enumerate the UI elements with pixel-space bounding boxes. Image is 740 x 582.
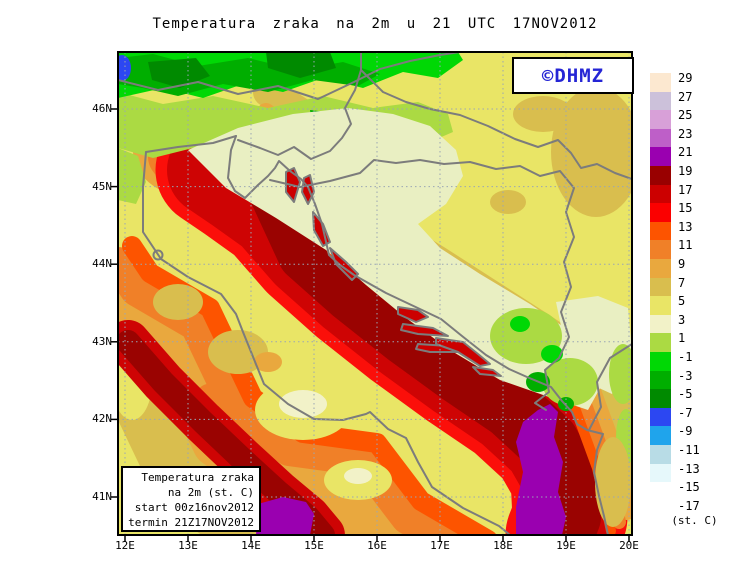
colorbar-swatch — [650, 463, 671, 483]
colorbar-swatch — [650, 73, 671, 92]
latitude-tick-label: 41N — [92, 490, 112, 503]
colorbar-swatch — [650, 314, 671, 334]
colorbar-tick-label: -15 — [678, 480, 700, 495]
colorbar-swatch — [650, 370, 671, 390]
latitude-tick-label: 46N — [92, 102, 112, 115]
map-frame — [117, 51, 633, 536]
colorbar-tick-label: 11 — [678, 238, 693, 253]
colorbar-tick-label: 25 — [678, 108, 693, 123]
longitude-tick-label: 14E — [241, 539, 261, 552]
latitude-tick-label: 45N — [92, 179, 112, 193]
coastlines-and-borders — [118, 52, 632, 535]
longitude-tick-label: 13E — [178, 539, 198, 552]
colorbar-swatch — [650, 389, 671, 409]
colorbar-swatch — [650, 445, 671, 464]
info-box-line: na 2m (st. C) — [167, 486, 254, 499]
longitude-tick-label: 20E — [619, 539, 639, 552]
page-title: Temperatura zraka na 2m u 21 UTC 17NOV20… — [152, 16, 598, 32]
colorbar-swatch — [650, 352, 671, 371]
colorbar-swatch — [650, 407, 671, 427]
temperature-fill-layers — [118, 52, 632, 535]
colorbar-tick-label: -3 — [678, 368, 693, 383]
colorbar-swatch — [650, 426, 671, 446]
colorbar-tick-label: 21 — [678, 145, 693, 160]
colorbar-unit-label: (st. C) — [671, 514, 718, 527]
info-box-line: start 00z16nov2012 — [134, 501, 254, 514]
latitude-tick-label: 44N — [92, 257, 112, 271]
colorbar-tick-label: -9 — [678, 424, 693, 439]
colorbar-swatch — [650, 147, 671, 167]
longitude-tick-label: 15E — [304, 539, 324, 552]
colorbar-swatch — [650, 221, 671, 241]
colorbar-swatch — [650, 240, 671, 260]
colorbar-tick-label: 3 — [678, 312, 686, 327]
longitude-axis: 12E 13E 14E 15E 16E 17E 18E 19E 20E — [115, 539, 639, 553]
longitude-tick-label: 17E — [430, 539, 450, 552]
latitude-tick-label: 42N — [92, 412, 112, 426]
latitude-axis: 46N 45N 44N 43N 42N 41N — [76, 52, 112, 535]
longitude-tick-label: 19E — [556, 539, 576, 552]
colorbar-tick-label: 9 — [678, 257, 686, 271]
colorbar-swatch — [650, 500, 671, 520]
colorbar-swatch — [650, 91, 671, 111]
colorbar-swatch — [650, 128, 671, 148]
colorbar-tick-label: -7 — [678, 405, 693, 420]
colorbar-tick-label: 15 — [678, 201, 693, 216]
colorbar-swatch — [650, 184, 671, 204]
colorbar-swatch — [650, 110, 671, 130]
colorbar-tick-label: -17 — [678, 498, 700, 513]
axis-ticks — [111, 108, 630, 542]
colorbar-swatch — [650, 277, 671, 297]
colorbar-swatch — [650, 166, 671, 185]
colorbar-tick-label: 19 — [678, 164, 693, 178]
colorbar-tick-label: 13 — [678, 219, 693, 234]
colorbar-swatch — [650, 333, 671, 353]
colorbar-swatch — [650, 203, 671, 223]
temperature-map — [111, 51, 633, 542]
longitude-tick-label: 16E — [367, 539, 387, 552]
colorbar-swatch — [650, 296, 671, 316]
colorbar-tick-label: -1 — [678, 350, 693, 364]
longitude-tick-label: 18E — [493, 539, 513, 552]
colorbar-tick-label: 27 — [678, 89, 693, 104]
info-box-line: termin 21Z17NOV2012 — [128, 516, 254, 529]
colorbar-tick-label: 5 — [678, 294, 686, 309]
info-box-line: Temperatura zraka — [141, 471, 254, 484]
dhmz-logo-box: ©DHMZ — [512, 57, 634, 94]
grid-lines — [118, 52, 632, 535]
map-area — [111, 51, 633, 542]
run-info-box: Temperatura zraka na 2m (st. C) start 00z1… — [121, 466, 261, 532]
longitude-tick-label: 12E — [115, 539, 135, 552]
colorbar-tick-label: -13 — [678, 461, 700, 476]
colorbar-tick-label: 7 — [678, 275, 686, 290]
colorbar-tick-label: 29 — [678, 71, 693, 85]
dhmz-logo-text: ©DHMZ — [541, 64, 605, 87]
latitude-tick-label: 43N — [92, 334, 112, 348]
colorbar-tick-label: 1 — [678, 331, 686, 346]
colorbar-tick-label: 17 — [678, 182, 693, 197]
colorbar-swatch — [650, 482, 671, 502]
colorbar-tick-label: -11 — [678, 443, 700, 457]
colorbar-tick-label: 23 — [678, 126, 693, 141]
colorbar-swatch — [650, 259, 671, 278]
colorbar-tick-label: -5 — [678, 387, 693, 402]
colorbar: 29 27 25 23 21 19 17 15 13 11 9 7 5 3 1 -1 -3 -5 -7 -9 -11 -1… — [650, 71, 740, 543]
